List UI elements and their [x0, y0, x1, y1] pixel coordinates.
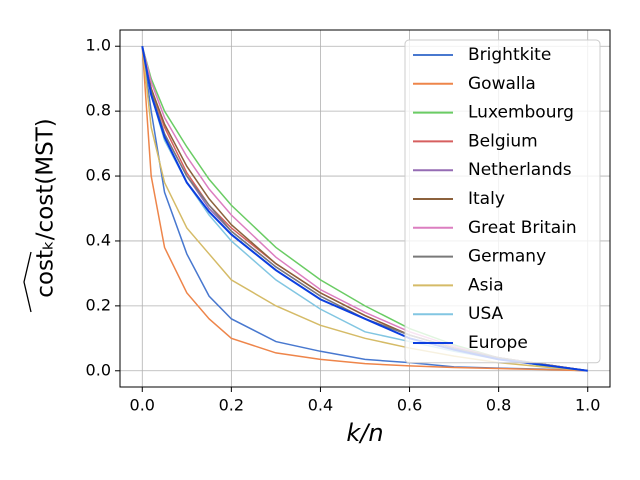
legend-label: Europe [468, 333, 528, 353]
y-axis-label-group: costₖ/cost(MST) [23, 118, 59, 313]
legend-label: Netherlands [468, 160, 572, 180]
x-tick-label: 1.0 [575, 396, 600, 415]
legend-label: Gowalla [468, 74, 536, 94]
legend-label: Italy [468, 189, 505, 209]
series-line [141, 46, 588, 372]
y-tick-label: 0.2 [86, 295, 111, 314]
y-tick-label: 0.8 [86, 101, 111, 120]
y-axis-label: costₖ/cost(MST) [33, 118, 59, 297]
legend-label: Asia [468, 275, 504, 295]
legend-box [404, 39, 601, 364]
x-tick-label: 0.2 [219, 396, 244, 415]
legend-label: Great Britain [468, 218, 577, 238]
legend-label: Belgium [468, 131, 538, 151]
legend-label: Brightkite [468, 45, 551, 65]
label-hat [23, 251, 32, 313]
legend-label: Luxembourg [468, 103, 574, 123]
x-tick-label: 0.0 [130, 396, 155, 415]
y-tick-label: 0.6 [86, 166, 111, 185]
x-tick-label: 0.8 [486, 396, 511, 415]
x-tick-label: 0.6 [397, 396, 422, 415]
y-tick-label: 1.0 [86, 36, 111, 55]
x-tick-label: 0.4 [308, 396, 333, 415]
y-tick-label: 0.4 [86, 230, 111, 249]
y-tick-label: 0.0 [86, 360, 111, 379]
legend-label: Germany [468, 247, 546, 267]
plot-frame [119, 29, 611, 388]
legend-label: USA [468, 304, 504, 324]
x-axis-label: k/n [346, 419, 383, 447]
